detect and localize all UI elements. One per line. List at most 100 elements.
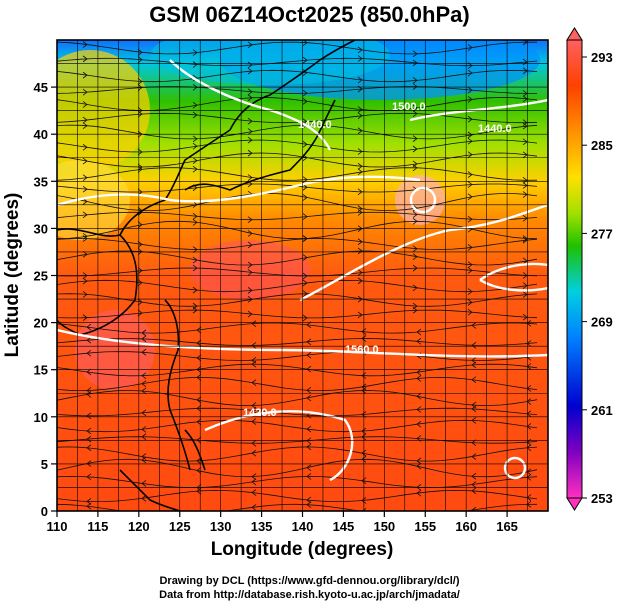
streamline-arrow (357, 55, 363, 62)
streamline-arrow (86, 427, 92, 435)
streamline-arrow (471, 361, 477, 369)
streamline-arrow (526, 501, 532, 508)
streamline-arrow (251, 439, 257, 447)
streamline-arrow (137, 241, 143, 248)
streamline-arrow (196, 436, 202, 444)
streamline-arrow (522, 119, 528, 126)
streamline-arrow (412, 217, 418, 225)
streamline-arrow (306, 473, 312, 480)
streamline-arrow (412, 284, 418, 292)
streamline-arrow (302, 97, 308, 105)
streamline-arrow (357, 311, 363, 319)
streamline-arrow (467, 137, 473, 145)
streamline-arrow (522, 191, 528, 198)
streamline-arrow (137, 78, 143, 85)
streamline-arrow (306, 425, 312, 433)
streamline-arrow (247, 117, 253, 125)
colorbar-tick-label: 261 (591, 403, 613, 418)
streamline-arrow (302, 254, 308, 261)
streamline (57, 279, 538, 293)
streamline-arrow (137, 309, 143, 317)
streamline-arrow (522, 182, 528, 189)
streamline-arrow (522, 282, 528, 289)
streamline (57, 124, 538, 140)
streamline (57, 139, 538, 153)
streamline-arrow (86, 323, 92, 331)
streamline-arrow (302, 235, 308, 243)
streamline-arrow (467, 193, 473, 201)
streamline-arrow (467, 288, 473, 295)
colorbar-tick-label: 277 (591, 226, 613, 241)
streamline-arrow (302, 272, 308, 280)
x-tick-label: 135 (251, 519, 273, 534)
streamline-arrow (526, 363, 532, 370)
streamline-arrow (247, 269, 253, 276)
streamline-arrow (192, 142, 198, 150)
streamline (57, 192, 538, 212)
streamline-arrow (471, 417, 477, 424)
streamline-arrow (522, 177, 528, 184)
streamline-arrow (196, 354, 202, 362)
streamline-arrow (471, 453, 477, 460)
streamline-arrow (526, 319, 532, 327)
streamline-arrow (137, 163, 143, 171)
streamline-arrow (137, 267, 143, 274)
streamline-arrow (247, 149, 253, 157)
streamline-arrow (137, 84, 143, 91)
streamline-arrow (86, 349, 92, 357)
streamline-arrow (471, 439, 477, 447)
streamline-arrow (86, 498, 92, 505)
streamline (57, 167, 538, 181)
y-tick-label: 0 (41, 504, 48, 519)
streamline-arrow (417, 513, 421, 519)
streamline-arrow (141, 494, 147, 502)
x-tick-label: 115 (87, 519, 108, 534)
streamline (57, 390, 538, 406)
streamline-arrow (412, 204, 418, 212)
x-tick-label: 145 (333, 519, 355, 534)
streamline-arrow (247, 287, 253, 294)
streamline (57, 211, 538, 221)
streamline-arrow (302, 314, 308, 322)
streamline-arrow (467, 215, 473, 223)
streamline-arrow (251, 504, 257, 511)
streamline-arrow (86, 460, 92, 467)
streamline-arrow (357, 162, 363, 170)
streamline-arrow (306, 496, 312, 504)
colorbar-tick-label: 253 (591, 491, 613, 506)
streamline-arrow (361, 372, 367, 379)
streamline (57, 446, 538, 462)
streamline-arrow (306, 365, 312, 373)
streamline-arrow (467, 181, 473, 188)
streamline-arrow (471, 341, 477, 349)
streamline-arrow (141, 409, 147, 417)
colorbar: 293 285 277 269 261 253 (566, 27, 613, 511)
streamline-arrow (302, 141, 308, 148)
streamline-arrow (416, 375, 422, 382)
streamline (57, 475, 538, 489)
streamline-arrow (82, 198, 88, 205)
streamline-arrow (306, 386, 312, 394)
streamline-arrow (416, 420, 422, 428)
streamline-arrow (137, 248, 143, 255)
y-tick-label: 35 (34, 174, 48, 189)
y-axis-label: Latitude (degrees) (2, 193, 23, 358)
streamline-arrow (86, 502, 92, 510)
streamline-arrow (192, 111, 198, 119)
streamline-arrow (412, 306, 418, 314)
streamline-arrow (357, 46, 363, 54)
y-tick-label: 25 (34, 269, 48, 284)
streamline-arrow (192, 246, 198, 253)
streamline-arrow (192, 61, 198, 68)
streamline-arrow (471, 487, 477, 495)
streamline-arrow (467, 131, 473, 139)
streamline-arrow (467, 299, 473, 306)
streamline-arrow (361, 477, 367, 485)
streamline-arrow (412, 211, 418, 218)
streamline-arrow (192, 219, 198, 226)
streamline-arrow (141, 453, 147, 460)
streamline-arrow (141, 426, 147, 433)
credit-data: Data from http://database.rish.kyoto-u.a… (159, 589, 460, 601)
streamline-arrow (251, 402, 257, 409)
